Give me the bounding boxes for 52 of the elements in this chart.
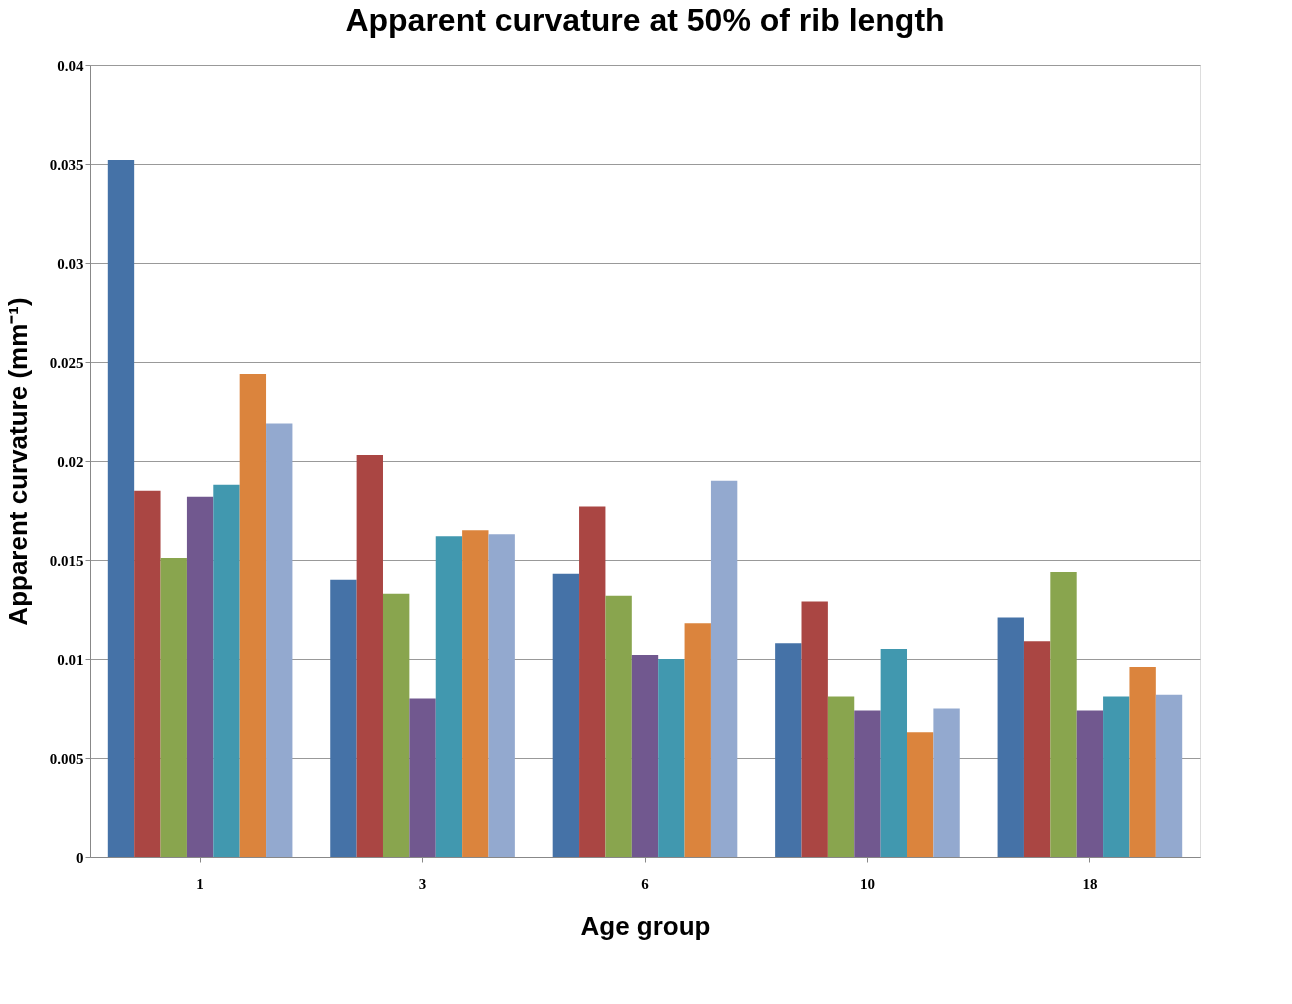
y-tick-label: 0.015 xyxy=(49,552,84,569)
y-tick-label: 0.01 xyxy=(57,651,84,668)
y-tick-label: 0.025 xyxy=(49,354,84,371)
bar xyxy=(107,160,135,857)
bar xyxy=(631,655,659,857)
y-tick-label: 0.04 xyxy=(57,57,84,74)
y-tick-label: 0.03 xyxy=(57,255,84,272)
bar xyxy=(710,480,738,857)
bar xyxy=(239,373,267,857)
bar xyxy=(330,579,357,857)
bar xyxy=(801,601,828,857)
x-tick-label: 18 xyxy=(1082,875,1098,892)
y-axis-title: Apparent curvature (mm⁻¹) xyxy=(2,297,33,626)
y-tick-label: 0.005 xyxy=(49,750,84,767)
bar xyxy=(933,708,960,857)
bar xyxy=(462,530,489,857)
bar xyxy=(997,617,1024,857)
bar xyxy=(658,659,685,857)
bar xyxy=(579,506,606,857)
bar xyxy=(266,423,293,857)
bar xyxy=(854,710,881,857)
bar xyxy=(775,643,802,857)
bar xyxy=(213,484,240,857)
bar xyxy=(488,534,515,857)
bar xyxy=(907,732,934,857)
bar xyxy=(1076,710,1104,857)
bar xyxy=(605,595,632,857)
bar xyxy=(684,623,711,857)
bar xyxy=(356,455,383,857)
bar xyxy=(880,649,908,857)
bar xyxy=(435,536,463,857)
bar xyxy=(1023,641,1051,857)
bar xyxy=(160,558,187,857)
x-tick-label: 3 xyxy=(418,875,427,892)
bar xyxy=(382,593,410,857)
y-tick-label: 0.035 xyxy=(49,156,84,173)
bar xyxy=(134,490,161,857)
bar xyxy=(186,496,214,857)
y-tick-label: 0 xyxy=(76,849,84,866)
y-tick-label: 0.02 xyxy=(57,453,84,470)
bar xyxy=(1155,694,1183,857)
x-axis-title: Age group xyxy=(580,910,711,941)
chart-title: Apparent curvature at 50% of rib length xyxy=(345,2,945,38)
x-tick-label: 6 xyxy=(641,875,650,892)
bar xyxy=(552,573,580,857)
x-tick-label: 10 xyxy=(859,875,875,892)
bar xyxy=(1050,571,1077,857)
x-tick-label: 1 xyxy=(196,875,204,892)
bar xyxy=(1103,696,1130,857)
bar xyxy=(827,696,855,857)
bar xyxy=(409,698,436,857)
bar xyxy=(1129,666,1156,857)
